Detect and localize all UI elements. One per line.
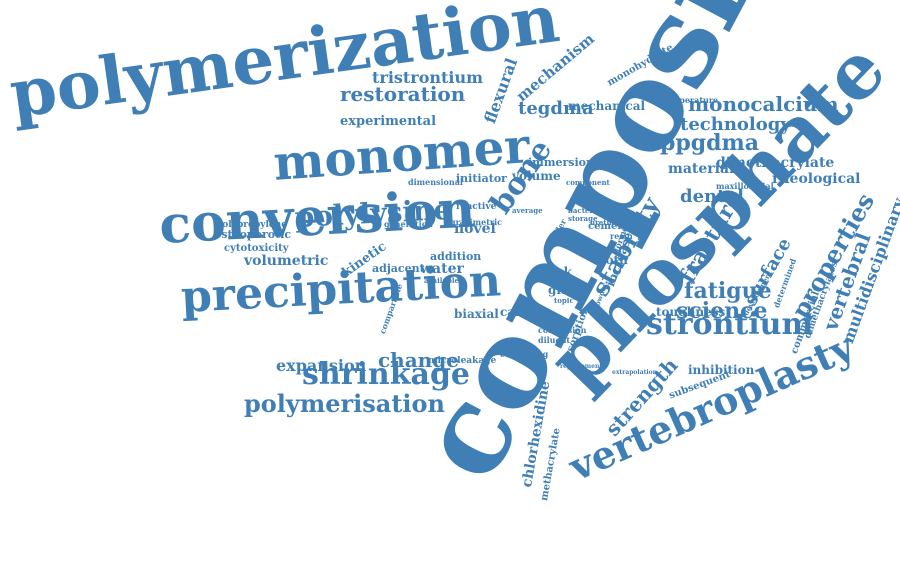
word-volume: volume — [512, 169, 561, 183]
word-monocalcium: monocalcium — [688, 92, 839, 116]
word-tristrontium: tristrontium — [372, 68, 484, 87]
word-polymerization: polymerization — [5, 0, 564, 134]
word-temperature: temperature — [662, 95, 719, 105]
word-diluent: diluent — [538, 335, 571, 345]
word-restoration: restoration — [340, 82, 466, 106]
word-glass: glass — [548, 283, 583, 297]
word-technology: technology — [680, 114, 791, 135]
word-polymerisation: polymerisation — [244, 389, 445, 418]
word-tegdma: tegdma — [518, 98, 594, 119]
word-topic: topic — [554, 296, 574, 305]
word-polypropylene: polypropylene — [216, 220, 287, 230]
word-cement: cement — [588, 221, 630, 232]
word-dental: dental — [680, 186, 744, 207]
word-science: science — [676, 298, 768, 324]
word-maxillofacial: maxillofacial — [716, 181, 774, 191]
word-urethane: urethane — [590, 218, 626, 227]
word-component: component — [566, 178, 610, 187]
word-immersion: immersion — [528, 156, 594, 169]
word-toughness: toughness — [656, 305, 726, 319]
word-microleakage: microleakage — [428, 356, 497, 366]
word-water: water — [420, 261, 464, 277]
word-biaxial: biaxial — [454, 307, 499, 321]
word-shrinkage: shrinkage — [302, 357, 471, 392]
word-tooth: tooth — [592, 253, 628, 267]
word-week: week — [538, 265, 572, 279]
word-dimethacrylate: dimethacrylate — [716, 155, 835, 171]
word-conclusion: conclusion — [538, 325, 587, 335]
word-mechanical: mechanical — [568, 99, 646, 113]
word-novel: novel — [454, 221, 496, 237]
word-replacement: replacement — [560, 363, 603, 370]
word-strontium: strontium — [646, 307, 814, 342]
word-calcium: calcium — [500, 305, 553, 319]
word-available: available — [424, 276, 459, 285]
word-ppgdma: ppgdma — [660, 130, 760, 156]
word-osteoporotic: osteoporotic — [214, 228, 292, 241]
word-bacterial: bacterial — [568, 206, 603, 215]
word-inhibition: inhibition — [688, 363, 755, 377]
word-containing: containing — [500, 349, 549, 359]
word-extrapolation: extrapolation — [612, 369, 657, 376]
word-resin: resin — [610, 231, 633, 241]
word-fatigue: fatigue — [684, 278, 772, 304]
word-cytotoxicity: cytotoxicity — [224, 243, 289, 254]
word-volumetric: volumetric — [244, 253, 329, 269]
word-dimensional: dimensional — [408, 177, 463, 187]
word-initiator: initiator — [456, 172, 507, 185]
word-change: change — [378, 348, 459, 372]
word-reactive: reactive — [456, 202, 497, 212]
word-gravimetric: gravimetric — [450, 217, 503, 227]
word-rheological: rheological — [772, 171, 861, 187]
word-addition: addition — [430, 250, 482, 263]
word-experimental: experimental — [340, 114, 437, 129]
word-material: material — [668, 161, 735, 177]
word-average: average — [512, 206, 543, 215]
word-adjacent: adjacent — [372, 262, 425, 275]
word-storage: storage — [568, 214, 598, 223]
word-generation: generation — [384, 219, 433, 229]
word-expansion: expansion — [276, 356, 367, 375]
